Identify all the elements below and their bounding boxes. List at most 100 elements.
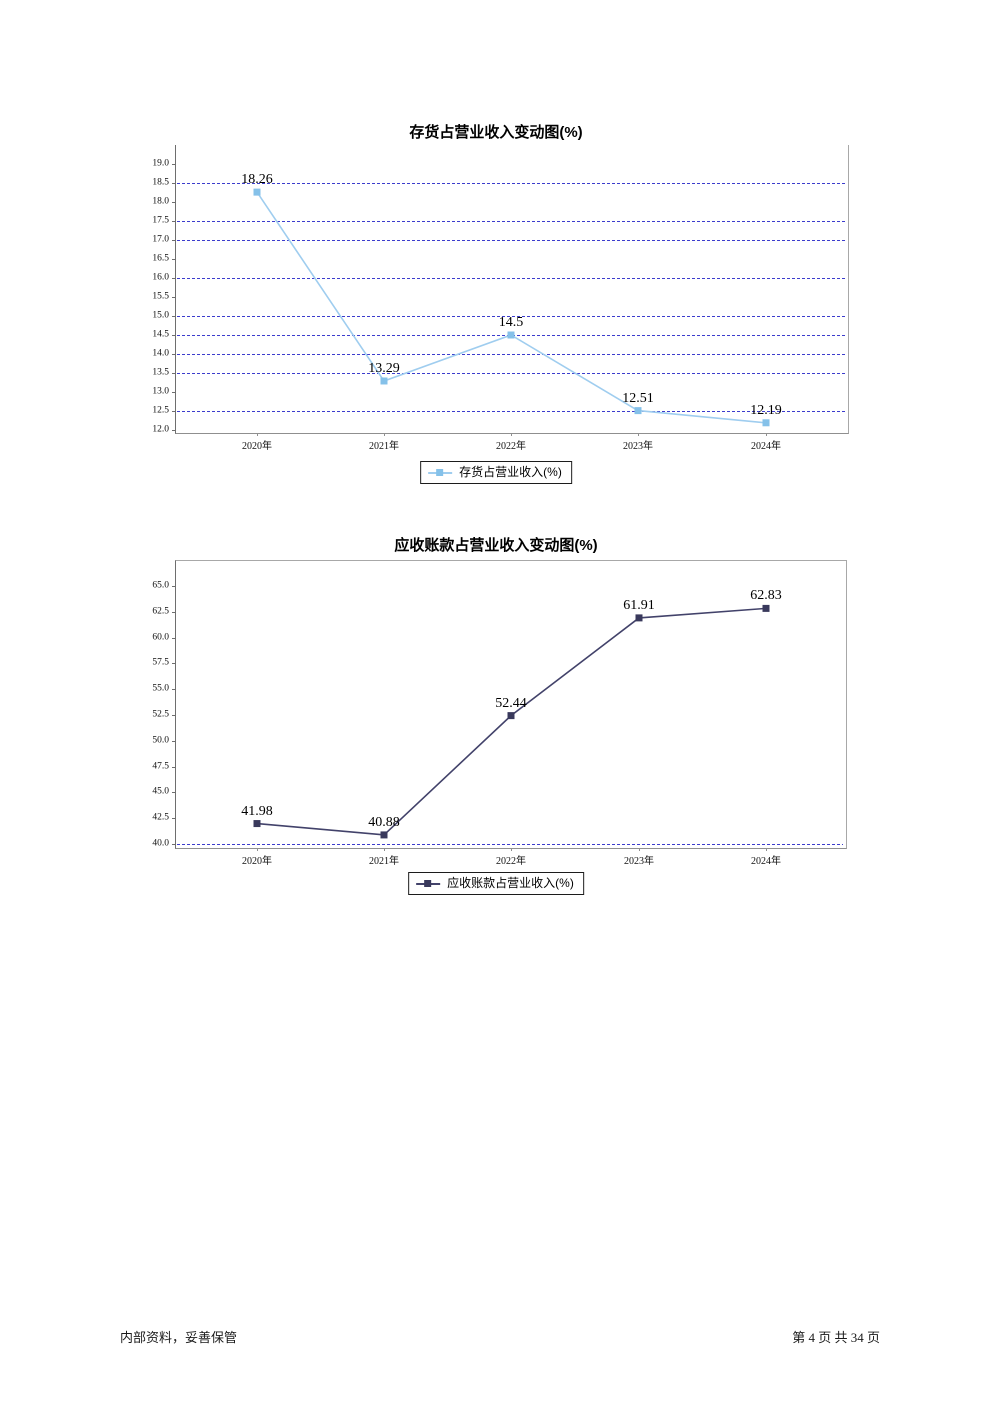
legend-square-marker <box>424 879 432 887</box>
y-axis-label: 14.0 <box>152 348 169 359</box>
y-axis-label: 42.5 <box>152 812 169 823</box>
x-axis-label: 2022年 <box>496 441 526 452</box>
y-axis-tick <box>172 221 176 222</box>
gridline <box>177 373 845 374</box>
y-axis-label: 62.5 <box>152 606 169 617</box>
y-axis-label: 19.0 <box>152 158 169 169</box>
chart-title: 存货占营业收入变动图(%) <box>409 124 583 141</box>
y-axis-tick <box>172 844 176 845</box>
y-axis-label: 12.5 <box>152 405 169 416</box>
gridline <box>177 221 845 222</box>
x-axis-tick <box>384 848 385 851</box>
x-axis-tick <box>638 433 639 436</box>
y-axis-label: 15.5 <box>152 291 169 302</box>
y-axis-label: 60.0 <box>152 631 169 642</box>
data-point-label: 18.26 <box>241 172 273 188</box>
y-axis-label: 57.5 <box>152 657 169 668</box>
data-point-label: 40.88 <box>368 814 400 830</box>
data-point-label: 12.51 <box>622 390 654 406</box>
gridline <box>177 411 845 412</box>
y-axis-tick <box>172 663 176 665</box>
legend-line-marker-icon <box>428 468 453 476</box>
x-axis-tick <box>257 848 258 851</box>
data-point-marker <box>253 188 261 196</box>
x-axis-tick <box>511 433 512 436</box>
y-axis-label: 18.5 <box>152 177 169 188</box>
line-series <box>253 188 770 427</box>
x-axis-tick <box>511 848 512 851</box>
data-point-label: 14.5 <box>498 315 524 330</box>
x-axis-label: 2021年 <box>369 856 399 867</box>
y-axis-label: 15.0 <box>152 310 169 321</box>
data-point-marker <box>507 712 515 720</box>
x-axis-label: 2024年 <box>751 856 781 867</box>
y-axis-label: 16.5 <box>152 253 169 264</box>
legend-box: 存货占营业收入(%) <box>420 461 572 485</box>
y-axis-tick <box>172 164 176 165</box>
y-axis-label: 17.5 <box>152 215 169 226</box>
y-axis-tick <box>172 818 176 820</box>
x-axis-tick <box>257 433 258 436</box>
data-point-label: 13.29 <box>368 360 400 376</box>
y-axis-label: 40.0 <box>152 838 169 849</box>
y-axis-tick <box>172 740 176 742</box>
y-axis-label: 45.0 <box>152 786 169 797</box>
data-point-marker <box>635 614 643 622</box>
footer-page-number: 第 4 页 共 34 页 <box>792 1330 880 1345</box>
y-axis-label: 13.5 <box>152 367 169 378</box>
plot-area: 19.0 18.5 18.0 17.5 17.0 16.5 16.0 15.5 15.0 14.5… <box>152 145 849 452</box>
y-axis-tick <box>172 586 176 587</box>
data-point-marker <box>380 831 388 839</box>
x-axis-tick <box>384 433 385 436</box>
y-axis-label: 55.0 <box>152 683 169 694</box>
x-axis-label: 2020年 <box>242 856 272 867</box>
chart-title: 应收账款占营业收入变动图(%) <box>394 537 598 554</box>
footer-confidential-note: 内部资料，妥善保管 <box>120 1330 238 1345</box>
data-point-marker <box>507 331 515 339</box>
data-point-label: 52.44 <box>495 695 527 711</box>
y-axis-tick <box>172 183 176 184</box>
y-axis-label: 16.0 <box>152 272 169 283</box>
data-point-marker <box>380 377 388 385</box>
y-axis-label: 65.0 <box>152 580 169 591</box>
y-axis-tick <box>172 689 176 691</box>
data-point-marker <box>253 820 261 828</box>
data-point-marker <box>762 604 770 612</box>
legend-label: 存货占营业收入(%) <box>459 465 562 479</box>
y-axis-tick <box>172 715 176 716</box>
x-axis-label: 2023年 <box>624 856 654 867</box>
y-axis-label: 14.5 <box>152 329 169 340</box>
data-point-label: 12.19 <box>750 402 782 418</box>
x-axis-label: 2020年 <box>242 441 272 452</box>
data-point-label: 62.83 <box>750 588 782 604</box>
y-axis-tick <box>172 202 176 203</box>
x-axis-label: 2023年 <box>623 441 653 452</box>
y-axis-tick <box>172 335 176 336</box>
x-axis-label: 2024年 <box>751 441 781 452</box>
y-axis-tick <box>172 259 176 260</box>
y-axis-tick <box>172 411 176 412</box>
y-axis-label: 18.0 <box>152 196 169 207</box>
plot-area: 65.0 62.5 60.0 57.5 55.0 52.5 50.0 47.5 45.0 42.5… <box>152 560 847 867</box>
legend-box: 应收账款占营业收入(%) <box>408 872 584 896</box>
gridline <box>177 183 845 184</box>
y-axis-label: 47.5 <box>152 760 169 771</box>
y-axis-tick <box>172 373 176 374</box>
y-axis-label: 17.0 <box>152 234 169 245</box>
y-axis-tick <box>172 354 176 355</box>
legend-square-marker <box>436 468 444 476</box>
y-axis-tick <box>172 611 176 613</box>
gridline <box>177 278 845 279</box>
gridline <box>177 240 845 241</box>
y-axis-tick <box>172 430 176 431</box>
x-axis-label: 2022年 <box>496 856 526 867</box>
data-point-marker <box>762 419 770 427</box>
y-axis-label: 52.5 <box>152 709 169 720</box>
y-axis-tick <box>172 392 176 393</box>
y-axis-tick <box>172 316 176 317</box>
y-axis-label: 12.0 <box>152 424 169 435</box>
gridline <box>177 316 845 317</box>
y-axis-tick <box>172 637 176 639</box>
y-axis-tick <box>172 240 176 241</box>
